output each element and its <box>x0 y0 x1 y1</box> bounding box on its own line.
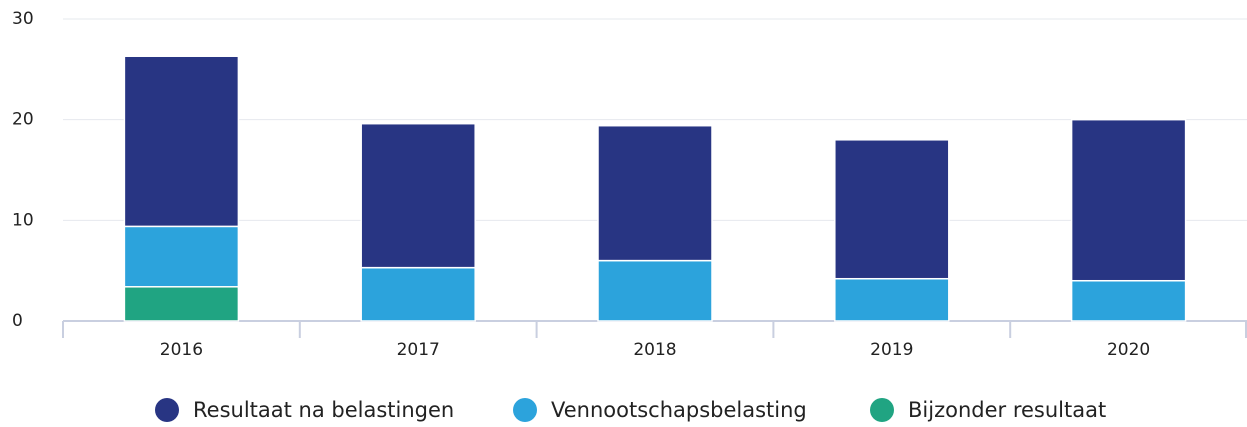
bar-segment <box>1070 279 1187 322</box>
bar-segment <box>123 225 240 288</box>
bar-segment <box>834 277 950 322</box>
legend-swatch <box>513 398 537 422</box>
bar-segment <box>360 266 476 322</box>
x-tick-label: 2016 <box>160 340 203 360</box>
y-tick-label: 10 <box>12 210 34 230</box>
legend-swatch <box>155 398 179 422</box>
bar-segment <box>597 124 713 262</box>
bar-segment <box>123 55 240 228</box>
x-tick-label: 2017 <box>397 340 440 360</box>
x-tick-label: 2018 <box>633 340 676 360</box>
y-tick-label: 20 <box>12 110 34 130</box>
bar-segment <box>834 139 950 280</box>
legend-label: Vennootschapsbelasting <box>551 398 807 422</box>
legend-label: Bijzonder resultaat <box>908 398 1106 422</box>
y-tick-label: 0 <box>12 311 23 331</box>
legend-label: Resultaat na belastingen <box>193 398 454 422</box>
bar-segment <box>1070 118 1187 282</box>
x-tick-label: 2020 <box>1107 340 1150 360</box>
bar-segment <box>597 259 713 322</box>
bar-segment <box>123 286 240 322</box>
bar-segment <box>360 122 476 269</box>
y-tick-label: 30 <box>12 9 34 29</box>
legend-swatch <box>870 398 894 422</box>
x-tick-label: 2019 <box>870 340 913 360</box>
